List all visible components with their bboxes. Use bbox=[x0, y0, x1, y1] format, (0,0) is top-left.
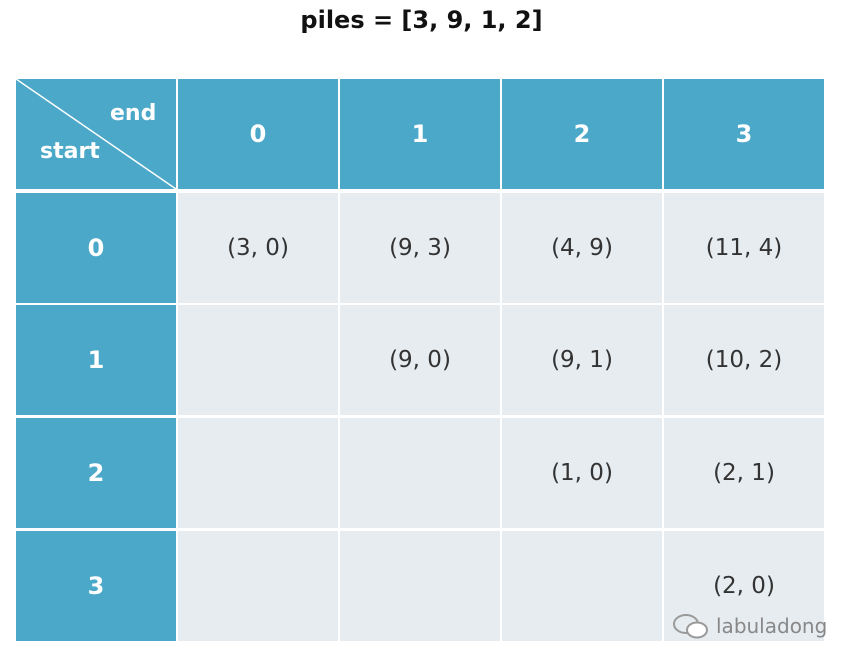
corner-start: start bbox=[40, 139, 100, 164]
watermark: labuladong bbox=[672, 612, 827, 640]
row-header: 0 bbox=[16, 193, 176, 303]
column-header: 1 bbox=[340, 79, 500, 189]
column-header: 0 bbox=[178, 79, 338, 189]
table-cell: (9, 1) bbox=[502, 305, 662, 415]
row-header: 3 bbox=[16, 531, 176, 641]
corner-cell: end start bbox=[16, 79, 176, 189]
column-header: 2 bbox=[502, 79, 662, 189]
diagonal bbox=[16, 79, 176, 189]
table-cell: (4, 9) bbox=[502, 193, 662, 303]
table-cell bbox=[178, 531, 338, 641]
table-cell: (3, 0) bbox=[178, 193, 338, 303]
table-cell: (1, 0) bbox=[502, 418, 662, 528]
row-header: 2 bbox=[16, 418, 176, 528]
table-cell bbox=[178, 305, 338, 415]
table-cell bbox=[502, 531, 662, 641]
table-cell: (9, 0) bbox=[340, 305, 500, 415]
corner-end: end bbox=[110, 101, 157, 126]
title: piles = [3, 9, 1, 2] bbox=[300, 6, 543, 34]
watermark-text: labuladong bbox=[716, 614, 828, 638]
table-cell: (10, 2) bbox=[664, 305, 824, 415]
column-header: 3 bbox=[664, 79, 824, 189]
table-cell bbox=[178, 418, 338, 528]
table-cell: (9, 3) bbox=[340, 193, 500, 303]
table-cell: (2, 0) bbox=[664, 531, 824, 641]
table-cell: (11, 4) bbox=[664, 193, 824, 303]
row-header: 1 bbox=[16, 305, 176, 415]
table-cell bbox=[340, 531, 500, 641]
table-cell bbox=[340, 418, 500, 528]
table-cell: (2, 1) bbox=[664, 418, 824, 528]
wechat-icon bbox=[673, 614, 708, 639]
